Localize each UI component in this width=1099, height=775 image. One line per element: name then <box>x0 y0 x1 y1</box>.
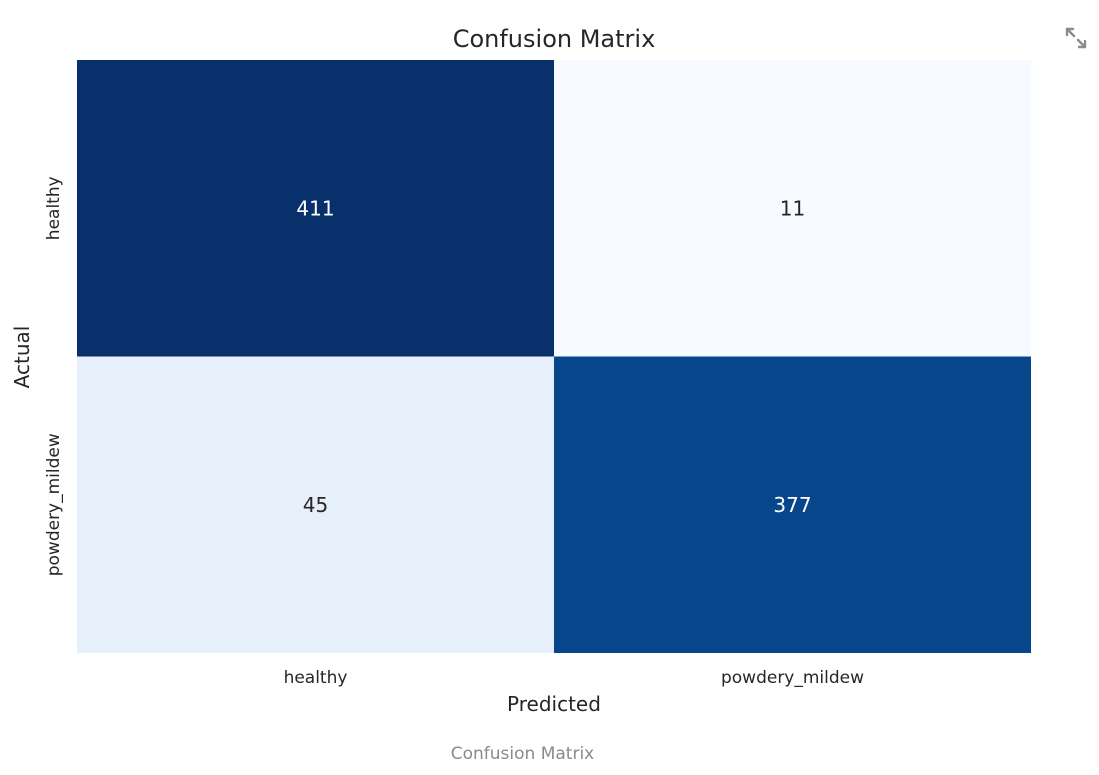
x-tick-label: healthy <box>284 668 348 688</box>
heatmap-cell <box>77 356 554 653</box>
cell-value-label: 45 <box>303 493 328 517</box>
heatmap-cell <box>554 60 1031 357</box>
cell-value-label: 411 <box>296 196 334 220</box>
cell-value-label: 11 <box>780 196 805 220</box>
expand-button[interactable] <box>1062 24 1090 52</box>
cell-value-label: 377 <box>773 493 811 517</box>
x-tick-labels: healthy powdery_mildew <box>284 668 865 688</box>
heatmap-cell <box>77 60 554 357</box>
y-tick-label: powdery_mildew <box>44 433 64 576</box>
confusion-matrix-chart: Confusion Matrix 411 11 45 377 healthy powde… <box>10 25 1031 716</box>
chart-title: Confusion Matrix <box>453 25 656 53</box>
x-tick-label: powdery_mildew <box>721 668 864 688</box>
heatmap-cells: 411 11 45 377 <box>77 60 1031 653</box>
figure-caption: Confusion Matrix <box>450 744 595 764</box>
expand-icon <box>1065 27 1087 49</box>
heatmap-cell <box>554 356 1031 653</box>
y-tick-label: healthy <box>44 176 64 240</box>
y-axis-label: Actual <box>10 326 34 389</box>
y-tick-labels: healthy powdery_mildew <box>44 176 64 576</box>
x-axis-label: Predicted <box>507 692 601 716</box>
